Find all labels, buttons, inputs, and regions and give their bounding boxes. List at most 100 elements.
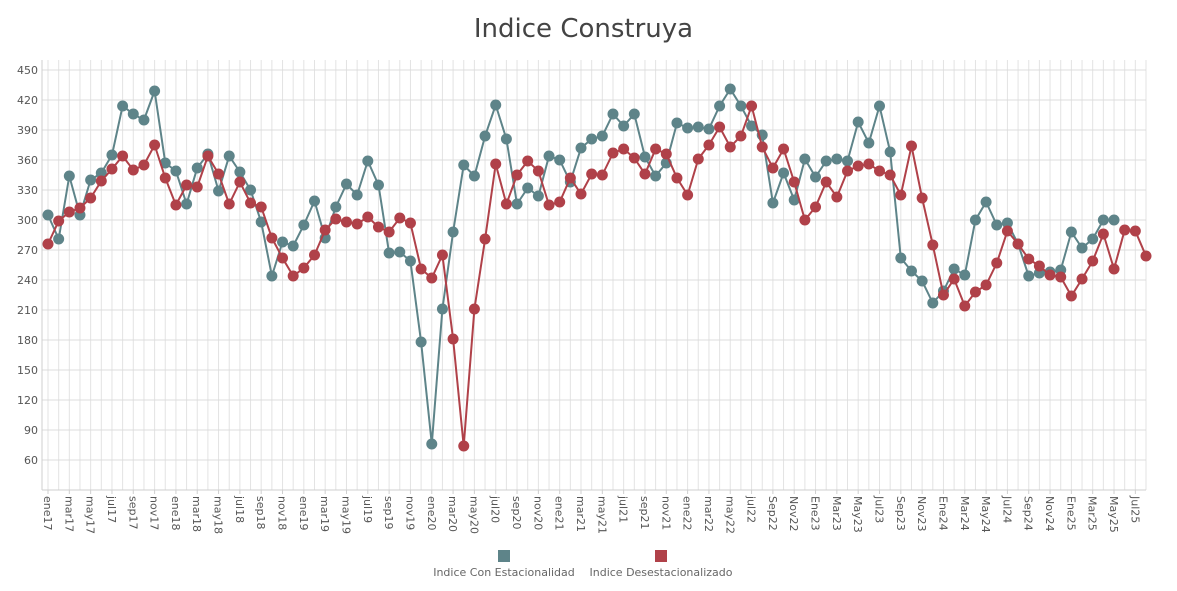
data-point[interactable] [1012,238,1024,250]
data-point[interactable] [810,201,822,213]
data-point[interactable] [63,170,75,182]
data-point[interactable] [511,169,523,181]
data-point[interactable] [746,100,758,112]
data-point[interactable] [1108,263,1120,275]
data-point[interactable] [1065,226,1077,238]
data-point[interactable] [309,195,321,207]
data-point[interactable] [415,336,427,348]
data-point[interactable] [426,272,438,284]
data-point[interactable] [372,221,384,233]
data-point[interactable] [703,139,715,151]
data-point[interactable] [564,172,576,184]
data-point[interactable] [873,100,885,112]
data-point[interactable] [1065,290,1077,302]
data-point[interactable] [863,158,875,170]
data-point[interactable] [660,148,672,160]
data-point[interactable] [895,252,907,264]
data-point[interactable] [149,85,161,97]
data-point[interactable] [95,167,107,179]
data-point[interactable] [522,155,534,167]
data-point[interactable] [245,184,257,196]
data-point[interactable] [948,263,960,275]
data-point[interactable] [479,233,491,245]
data-point[interactable] [234,176,246,188]
data-point[interactable] [330,201,342,213]
data-point[interactable] [618,143,630,155]
data-point[interactable] [618,120,630,132]
data-point[interactable] [1023,270,1035,282]
data-point[interactable] [394,212,406,224]
data-point[interactable] [351,189,363,201]
data-point[interactable] [842,155,854,167]
data-point[interactable] [628,108,640,120]
data-point[interactable] [959,269,971,281]
data-point[interactable] [980,279,992,291]
data-point[interactable] [490,158,502,170]
data-point[interactable] [287,270,299,282]
data-point[interactable] [522,182,534,194]
data-point[interactable] [703,123,715,135]
data-point[interactable] [692,153,704,165]
data-point[interactable] [607,147,619,159]
data-point[interactable] [181,179,193,191]
data-point[interactable] [490,99,502,111]
data-point[interactable] [426,438,438,450]
data-point[interactable] [447,226,459,238]
data-point[interactable] [842,165,854,177]
data-point[interactable] [309,249,321,261]
data-point[interactable] [383,247,395,259]
data-point[interactable] [959,300,971,312]
data-point[interactable] [714,121,726,133]
data-point[interactable] [788,176,800,188]
data-point[interactable] [639,151,651,163]
data-point[interactable] [778,143,790,155]
data-point[interactable] [905,265,917,277]
data-point[interactable] [245,197,257,209]
data-point[interactable] [159,172,171,184]
data-point[interactable] [436,249,448,261]
data-point[interactable] [277,252,289,264]
data-point[interactable] [372,179,384,191]
data-point[interactable] [639,168,651,180]
data-point[interactable] [85,174,97,186]
data-point[interactable] [810,171,822,183]
data-point[interactable] [330,213,342,225]
data-point[interactable] [543,199,555,211]
data-point[interactable] [340,178,352,190]
data-point[interactable] [671,172,683,184]
data-point[interactable] [1055,271,1067,283]
data-point[interactable] [298,262,310,274]
data-point[interactable] [884,146,896,158]
data-point[interactable] [106,163,118,175]
data-point[interactable] [596,169,608,181]
data-point[interactable] [1097,228,1109,240]
data-point[interactable] [138,159,150,171]
data-point[interactable] [927,239,939,251]
data-point[interactable] [991,257,1003,269]
data-point[interactable] [650,170,662,182]
data-point[interactable] [159,157,171,169]
data-point[interactable] [95,175,107,187]
data-point[interactable] [607,108,619,120]
data-point[interactable] [778,167,790,179]
data-point[interactable] [319,224,331,236]
data-point[interactable] [149,139,161,151]
data-point[interactable] [767,197,779,209]
data-point[interactable] [191,181,203,193]
data-point[interactable] [127,108,139,120]
data-point[interactable] [852,160,864,172]
data-point[interactable] [436,303,448,315]
data-point[interactable] [1001,225,1013,237]
data-point[interactable] [266,232,278,244]
data-point[interactable] [234,166,246,178]
data-point[interactable] [362,155,374,167]
data-point[interactable] [266,270,278,282]
data-point[interactable] [213,168,225,180]
data-point[interactable] [788,194,800,206]
data-point[interactable] [117,150,129,162]
data-point[interactable] [298,219,310,231]
data-point[interactable] [500,198,512,210]
data-point[interactable] [191,162,203,174]
data-point[interactable] [916,275,928,287]
data-point[interactable] [714,100,726,112]
